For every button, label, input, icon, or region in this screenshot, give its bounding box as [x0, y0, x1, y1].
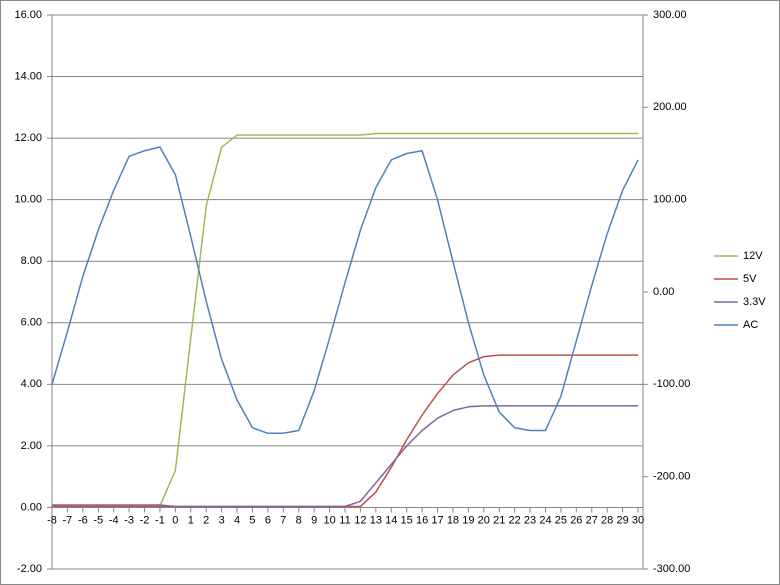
x-tick-label: 0: [172, 514, 178, 526]
x-tick-label: -2: [140, 514, 150, 526]
x-tick-label: 7: [280, 514, 286, 526]
x-tick-label: -4: [109, 514, 119, 526]
x-tick-label: 16: [416, 514, 428, 526]
x-tick-label: 21: [493, 514, 505, 526]
y-tick-label: 14.00: [14, 70, 42, 82]
y-tick-label: -2.00: [17, 563, 42, 575]
x-tick-label: 24: [539, 514, 551, 526]
y-tick-label: 16.00: [14, 9, 42, 21]
y-tick-label: 4.00: [21, 378, 42, 390]
x-tick-label: 10: [323, 514, 335, 526]
x-tick-label: 8: [296, 514, 302, 526]
series-line: [51, 146, 639, 435]
y-tick-label: 10.00: [14, 194, 42, 206]
y2-tick-label: 100.00: [653, 194, 687, 206]
y2-tick-label: 300.00: [653, 9, 687, 21]
x-tick-label: 4: [234, 514, 240, 526]
x-tick-label: 19: [462, 514, 474, 526]
y-tick-label: 8.00: [21, 255, 42, 267]
x-tick-label: 6: [265, 514, 271, 526]
y-tick-label: 0.00: [21, 501, 42, 513]
y2-tick-label: -200.00: [653, 471, 690, 483]
x-tick-label: 26: [570, 514, 582, 526]
x-tick-label: 15: [401, 514, 413, 526]
y2-tick-label: 200.00: [653, 101, 687, 113]
y2-tick-label: -100.00: [653, 378, 690, 390]
x-tick-label: -6: [78, 514, 88, 526]
y-tick-label: 2.00: [21, 440, 42, 452]
x-tick-label: 12: [354, 514, 366, 526]
x-tick-label: 27: [586, 514, 598, 526]
x-tick-label: 9: [311, 514, 317, 526]
y2-tick-label: -300.00: [653, 563, 690, 575]
x-tick-label: 2: [203, 514, 209, 526]
x-tick-label: 5: [249, 514, 255, 526]
x-tick-label: 18: [447, 514, 459, 526]
x-tick-label: 22: [509, 514, 521, 526]
x-tick-label: 3: [219, 514, 225, 526]
x-tick-label: 13: [370, 514, 382, 526]
x-tick-label: 28: [601, 514, 613, 526]
x-tick-label: 20: [478, 514, 490, 526]
x-tick-label: 25: [555, 514, 567, 526]
y-tick-label: 6.00: [21, 317, 42, 329]
x-tick-label: -5: [93, 514, 103, 526]
x-tick-label: 23: [524, 514, 536, 526]
y-tick-label: 12.00: [14, 132, 42, 144]
legend-label: AC: [743, 319, 758, 331]
x-tick-label: 29: [616, 514, 628, 526]
legend-label: 12V: [743, 250, 763, 262]
y2-tick-label: 0.00: [653, 286, 674, 298]
x-tick-label: 14: [385, 514, 397, 526]
x-tick-label: 17: [431, 514, 443, 526]
x-tick-label: 11: [339, 514, 350, 526]
x-tick-label: -3: [124, 514, 134, 526]
x-tick-label: -7: [63, 514, 73, 526]
x-tick-label: -8: [47, 514, 57, 526]
x-tick-label: -1: [155, 514, 165, 526]
x-tick-label: 30: [632, 514, 644, 526]
legend-label: 5V: [743, 273, 757, 285]
x-tick-label: 1: [188, 514, 194, 526]
series-line: [52, 405, 638, 508]
legend-label: 3.3V: [743, 296, 766, 308]
